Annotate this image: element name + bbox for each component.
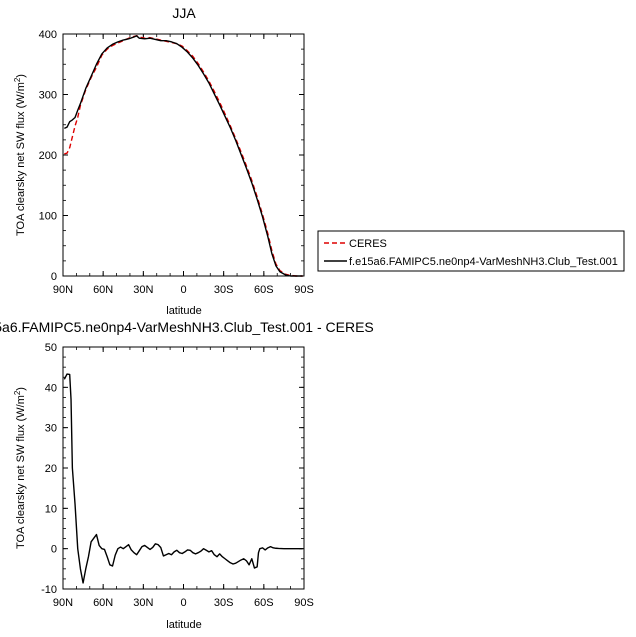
bottom-y-tick-label: 50: [45, 342, 57, 354]
bottom-y-tick-label: 40: [45, 382, 57, 394]
bottom-x-tick-label: 30N: [133, 597, 153, 609]
top-x-tick-label: 0: [180, 284, 186, 296]
bottom-plot-title: 5a6.FAMIPC5.ne0np4-VarMeshNH3.Club_Test.…: [0, 319, 374, 335]
top-y-tick-label: 400: [39, 29, 57, 41]
bottom-x-tick-label: 90S: [294, 597, 314, 609]
legend-box: [317, 230, 625, 272]
bottom-x-tick-label: 60S: [254, 597, 274, 609]
bottom-y-axis-label-sup: 2: [13, 390, 22, 395]
top-y-tick-label: 100: [39, 211, 57, 223]
bottom-y-tick-label: 20: [45, 463, 57, 475]
top-plot-frame: [62, 33, 305, 277]
bottom-x-tick-label: 60N: [93, 597, 113, 609]
bottom-panel: 5a6.FAMIPC5.ne0np4-VarMeshNH3.Club_Test.…: [0, 319, 374, 631]
top-y-tick-label: 200: [39, 150, 57, 162]
top-series-line-1: [64, 35, 303, 277]
bottom-y-axis-label-main: TOA clearsky net SW flux (W/m: [15, 395, 27, 549]
top-y-axis-label-main: TOA clearsky net SW flux (W/m: [15, 82, 27, 236]
bottom-x-axis-label: latitude: [166, 619, 201, 631]
bottom-y-tick-label: 10: [45, 503, 57, 515]
top-series-line-0: [64, 35, 303, 277]
bottom-plot-frame: [62, 346, 305, 590]
top-x-tick-label: 90S: [294, 284, 314, 296]
bottom-y-tick-label: 30: [45, 423, 57, 435]
bottom-series-line-0: [63, 373, 303, 584]
bottom-y-axis-label-close: ): [15, 387, 27, 391]
top-y-tick-label: 300: [39, 90, 57, 102]
bottom-x-tick-label: 90N: [53, 597, 73, 609]
legend-label-model: f.e15a6.FAMIPC5.ne0np4-VarMeshNH3.Club_T…: [349, 256, 618, 268]
bottom-panel-marks: 90N 60N 30N 0 30S 60S 90S -10 0 10 20 30 40 50: [41, 342, 314, 609]
bottom-x-tick-label: 30S: [214, 597, 234, 609]
top-panel: JJA 90N 60N 30N 0 30S 60S 90S 0 100 200 300 400 lat…: [13, 5, 314, 317]
top-y-tick-label: 0: [51, 271, 57, 283]
legend: CERES f.e15a6.FAMIPC5.ne0np4-VarMeshNH3.…: [317, 230, 625, 272]
top-x-tick-label: 30N: [133, 284, 153, 296]
top-x-tick-label: 60N: [93, 284, 113, 296]
top-y-axis-label-close: ): [15, 74, 27, 78]
bottom-y-axis-label: TOA clearsky net SW flux (W/m2): [13, 387, 27, 549]
top-plot-title: JJA: [172, 5, 196, 21]
bottom-y-tick-label: -10: [41, 584, 57, 596]
legend-label-ceres: CERES: [349, 238, 387, 250]
bottom-y-tick-label: 0: [51, 544, 57, 556]
top-x-tick-label: 60S: [254, 284, 274, 296]
top-y-axis-label-sup: 2: [13, 77, 22, 82]
top-x-axis-label: latitude: [166, 305, 201, 317]
top-x-tick-label: 30S: [214, 284, 234, 296]
top-y-axis-label: TOA clearsky net SW flux (W/m2): [13, 74, 27, 236]
top-panel-marks: 90N 60N 30N 0 30S 60S 90S 0 100 200 300 400: [39, 29, 314, 296]
bottom-x-tick-label: 0: [180, 597, 186, 609]
top-x-tick-label: 90N: [53, 284, 73, 296]
